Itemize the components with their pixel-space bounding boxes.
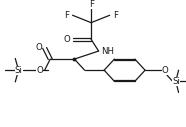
Text: O: O <box>36 43 42 52</box>
Text: O: O <box>64 35 71 44</box>
Text: O: O <box>36 66 43 75</box>
Text: Si: Si <box>172 77 180 86</box>
Text: F: F <box>113 11 118 20</box>
Text: O: O <box>162 66 169 75</box>
Text: F: F <box>89 0 94 9</box>
Text: Si: Si <box>15 66 23 75</box>
Text: F: F <box>64 11 69 20</box>
Text: NH: NH <box>101 47 114 55</box>
